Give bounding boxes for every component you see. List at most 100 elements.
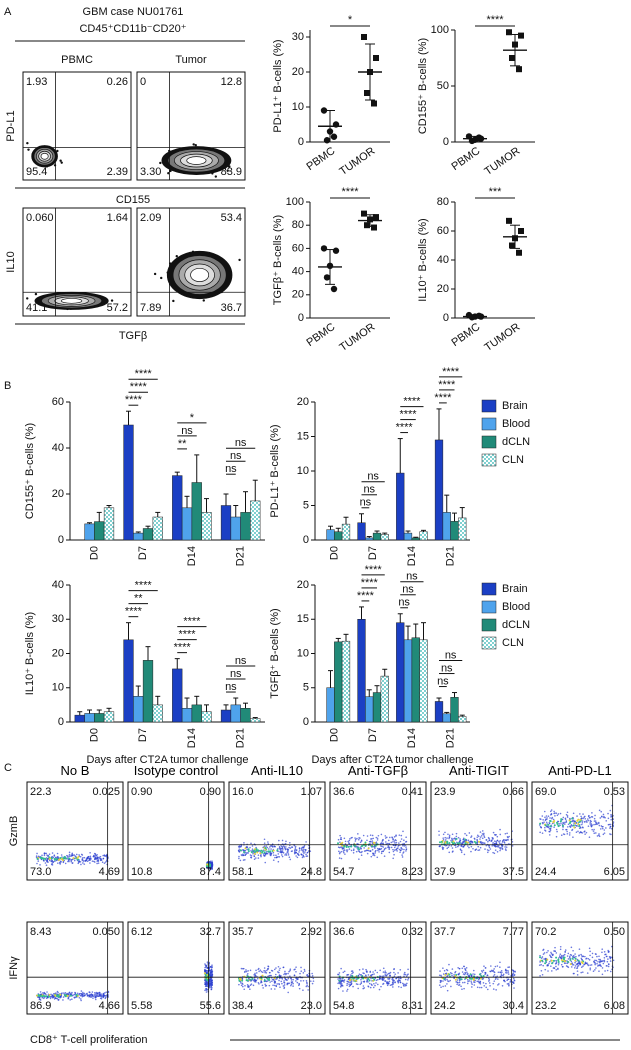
quadrant-value: 0.050 bbox=[92, 926, 120, 938]
event-dot bbox=[340, 846, 342, 848]
event-dot bbox=[476, 977, 479, 980]
event-dot bbox=[593, 820, 596, 822]
event-dot bbox=[38, 995, 41, 998]
event-dot bbox=[277, 971, 279, 973]
event-dot bbox=[49, 857, 52, 860]
event-dot bbox=[553, 810, 555, 813]
event-dot bbox=[246, 848, 248, 851]
event-dot bbox=[268, 848, 270, 850]
event-dot bbox=[238, 851, 241, 853]
event-dot bbox=[600, 965, 602, 968]
event-dot bbox=[605, 955, 608, 958]
event-dot bbox=[360, 851, 362, 854]
event-dot bbox=[446, 842, 449, 845]
event-dot bbox=[570, 946, 573, 949]
density-contour bbox=[60, 298, 83, 304]
bar bbox=[220, 709, 232, 723]
event-dot bbox=[242, 859, 245, 861]
event-dot bbox=[458, 842, 461, 845]
data-point bbox=[367, 216, 373, 223]
event-dot bbox=[354, 840, 357, 842]
event-dot bbox=[357, 833, 359, 835]
event-dot bbox=[96, 858, 98, 860]
event-dot bbox=[576, 815, 578, 817]
event-dot bbox=[572, 824, 575, 827]
event-dot bbox=[442, 848, 444, 851]
quadrant-value: 0.50 bbox=[604, 926, 625, 938]
event-dot bbox=[583, 963, 586, 965]
event-dot bbox=[299, 972, 301, 975]
event-dot bbox=[542, 819, 544, 821]
event-dot bbox=[458, 979, 461, 982]
event-dot bbox=[303, 852, 305, 854]
significance-label: *** bbox=[489, 186, 503, 198]
y-tick-label: 0 bbox=[443, 136, 449, 148]
legend-swatch bbox=[481, 600, 497, 614]
event-dot bbox=[604, 970, 606, 972]
event-dot bbox=[507, 982, 510, 985]
event-dot bbox=[581, 820, 584, 822]
y-axis-label: TGFβ⁺ B-cells (%) bbox=[272, 215, 284, 305]
event-dot bbox=[26, 141, 29, 145]
event-dot bbox=[204, 963, 206, 965]
event-dot bbox=[399, 851, 401, 854]
legend-label: dCLN bbox=[502, 436, 530, 448]
event-dot bbox=[205, 989, 208, 991]
event-dot bbox=[438, 834, 440, 836]
event-dot bbox=[340, 850, 343, 853]
x-axis-label: TGFβ bbox=[119, 330, 147, 342]
quadrant-value: 8.43 bbox=[30, 926, 51, 938]
column-label: Anti-IL10 bbox=[250, 763, 304, 778]
event-dot bbox=[568, 834, 571, 836]
event-dot bbox=[54, 860, 56, 863]
event-dot bbox=[384, 970, 387, 972]
event-dot bbox=[360, 839, 363, 842]
event-dot bbox=[594, 953, 597, 955]
event-dot bbox=[296, 981, 299, 984]
data-point bbox=[475, 312, 483, 320]
event-dot bbox=[568, 956, 571, 959]
event-dot bbox=[447, 846, 450, 849]
event-dot bbox=[261, 974, 264, 977]
data-point bbox=[516, 249, 522, 256]
event-dot bbox=[547, 970, 549, 972]
event-dot bbox=[489, 985, 491, 987]
event-dot bbox=[348, 839, 351, 842]
event-dot bbox=[509, 978, 512, 981]
significance-label: ns bbox=[225, 463, 237, 475]
event-dot bbox=[211, 862, 214, 865]
event-dot bbox=[492, 842, 494, 844]
event-dot bbox=[357, 974, 360, 977]
significance-label: * bbox=[190, 412, 195, 424]
event-dot bbox=[51, 862, 54, 864]
event-dot bbox=[443, 977, 446, 980]
bar bbox=[442, 713, 451, 723]
event-dot bbox=[448, 842, 451, 845]
significance-label: ns bbox=[398, 597, 410, 609]
quadrant-value: 3.30 bbox=[140, 166, 161, 178]
event-dot bbox=[442, 833, 445, 836]
event-dot bbox=[369, 971, 372, 973]
event-dot bbox=[51, 855, 53, 858]
event-dot bbox=[462, 842, 464, 845]
event-dot bbox=[73, 854, 76, 856]
event-dot bbox=[269, 852, 271, 855]
event-dot bbox=[549, 820, 552, 823]
data-point bbox=[373, 214, 379, 221]
event-dot bbox=[488, 846, 491, 849]
event-dot bbox=[610, 815, 613, 817]
event-dot bbox=[405, 841, 407, 843]
event-dot bbox=[343, 847, 345, 850]
event-dot bbox=[371, 845, 374, 848]
event-dot bbox=[211, 964, 213, 967]
event-dot bbox=[546, 817, 548, 819]
event-dot bbox=[580, 957, 583, 960]
event-dot bbox=[94, 858, 96, 861]
event-dot bbox=[543, 958, 545, 960]
event-dot bbox=[481, 841, 484, 844]
bar bbox=[250, 718, 261, 723]
event-dot bbox=[585, 831, 588, 834]
event-dot bbox=[238, 983, 240, 986]
event-dot bbox=[55, 858, 58, 861]
event-dot bbox=[337, 842, 340, 845]
